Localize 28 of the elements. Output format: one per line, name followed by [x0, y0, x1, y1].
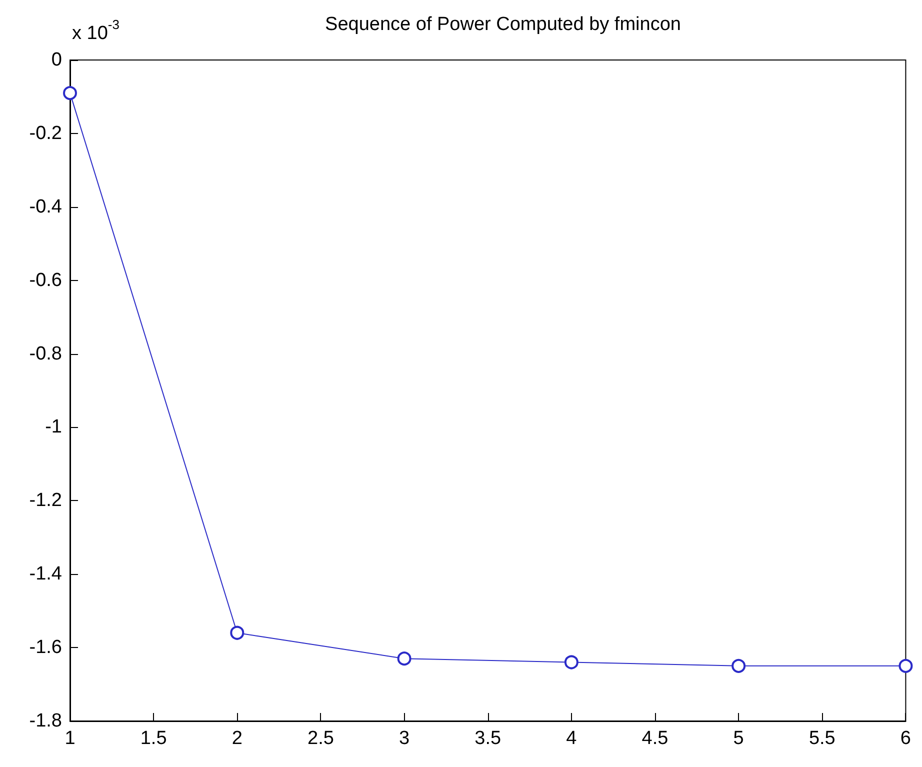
x-tick-label: 1 [64, 728, 76, 749]
y-tick-label: -1.6 [29, 637, 62, 658]
x-tick-label: 2 [232, 728, 242, 749]
x-tick-label: 2.5 [308, 728, 334, 749]
y-tick-label: 0 [51, 50, 62, 70]
x-tick-label: 4 [566, 728, 578, 749]
x-tick-label: 3.5 [474, 728, 502, 749]
x-tick-label: 3 [399, 728, 410, 749]
y-tick-label: -0.8 [29, 343, 62, 364]
x-tick-label: 5.5 [808, 728, 836, 749]
y-tick-label: -0.6 [29, 270, 62, 291]
y-tick-label: -1 [45, 416, 62, 438]
point [564, 655, 578, 670]
y-tick-label: -1.2 [29, 490, 62, 512]
point [230, 626, 244, 640]
point [732, 658, 746, 673]
point [898, 658, 913, 673]
y-tick-label: -1.4 [29, 564, 62, 585]
point [397, 652, 412, 666]
point [63, 86, 77, 100]
chart-title: Sequence of Power Computed by fmincon [325, 14, 681, 35]
x-tick-label: 4.5 [642, 728, 668, 749]
x-tick-label: 5 [733, 728, 744, 749]
y-tick-label: -0.2 [29, 122, 62, 144]
y-tick-label: -1.8 [29, 710, 62, 732]
x-tick-label: 6 [900, 728, 912, 749]
y-tick-label: -0.4 [29, 196, 62, 218]
x-tick-label: 1.5 [140, 728, 167, 749]
